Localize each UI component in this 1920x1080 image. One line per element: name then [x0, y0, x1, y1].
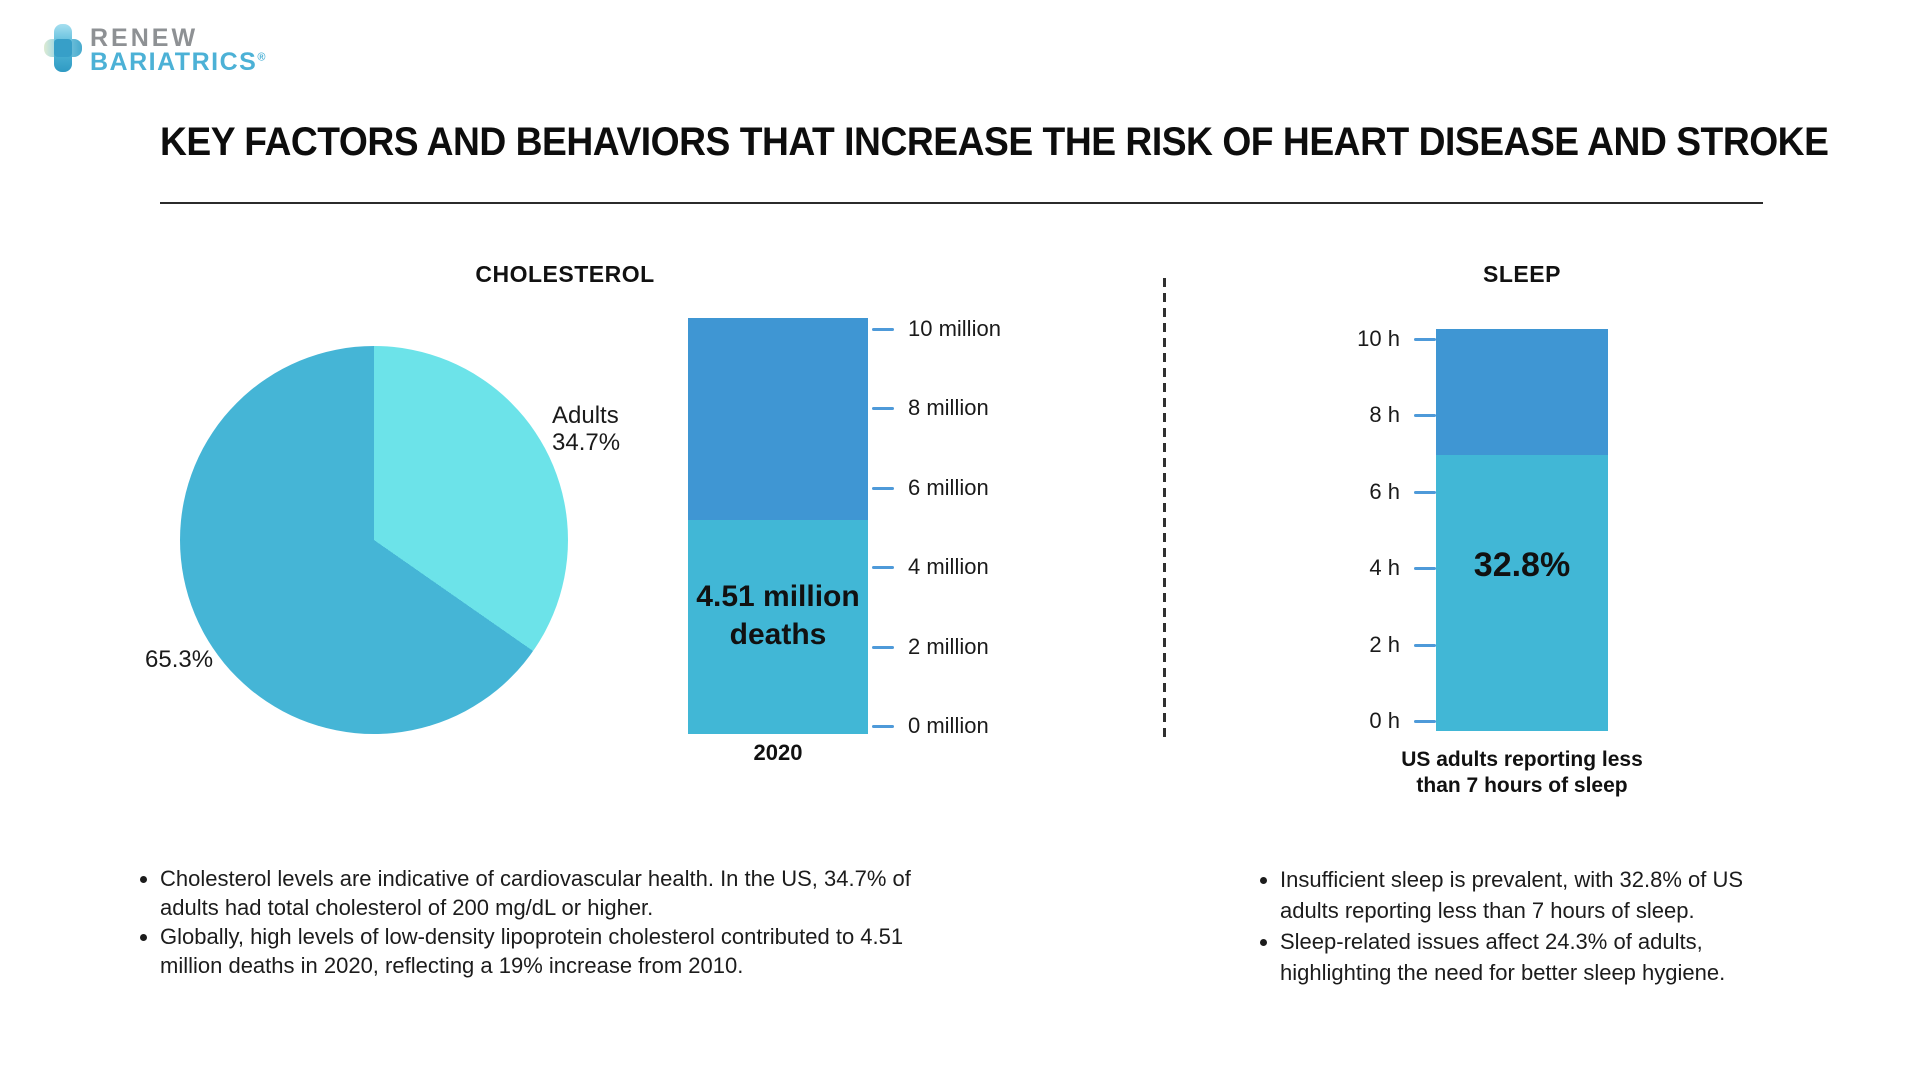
tick-label: 8 million [908, 395, 989, 420]
sleep-axis-tick: 8 h [1330, 401, 1436, 429]
bullet-item: Globally, high levels of low-density lip… [160, 922, 1040, 980]
tick-label: 8 h [1369, 402, 1400, 427]
cholesterol-axis-tick: 4 million [872, 553, 989, 581]
sleep-bar-under7h-segment [1436, 455, 1608, 731]
tick-label: 6 h [1369, 479, 1400, 504]
cholesterol-bullet-list: Cholesterol levels are indicative of car… [134, 864, 1040, 980]
tick-label: 2 million [908, 634, 989, 659]
tick-mark-icon [1414, 566, 1436, 570]
cholesterol-stacked-bar [688, 318, 868, 734]
registered-mark: ® [257, 51, 267, 64]
tick-mark-icon [1414, 490, 1436, 494]
sleep-axis-tick: 10 h [1330, 325, 1436, 353]
page-title: KEY FACTORS AND BEHAVIORS THAT INCREASE … [160, 120, 1829, 164]
sleep-bar-upper-segment [1436, 329, 1608, 455]
cholesterol-bar-annotation: 4.51 million deaths [696, 580, 860, 651]
tick-mark-icon [872, 327, 894, 331]
sleep-bullet-list: Insufficient sleep is prevalent, with 32… [1254, 864, 1860, 988]
sleep-bar-annotation: 32.8% [1473, 546, 1571, 584]
bullet-item: Insufficient sleep is prevalent, with 32… [1280, 864, 1860, 926]
tick-label: 0 h [1369, 708, 1400, 733]
tick-mark-icon [1414, 643, 1436, 647]
cholesterol-bar-upper-segment [688, 318, 868, 520]
sleep-stacked-bar [1436, 329, 1608, 731]
tick-mark-icon [872, 645, 894, 649]
pie-slice-label-majority: 65.3% [145, 646, 214, 673]
sleep-bar-caption: US adults reporting less than 7 hours of… [1401, 748, 1643, 797]
section-divider-dashed-line [1163, 278, 1166, 740]
logo-text-bariatrics-word: BARIATRICS [90, 48, 258, 76]
tick-label: 10 h [1357, 326, 1400, 351]
cholesterol-axis-tick: 2 million [872, 633, 989, 661]
tick-mark-icon [872, 406, 894, 410]
sleep-axis-tick: 0 h [1330, 707, 1436, 735]
sleep-axis-tick: 4 h [1330, 554, 1436, 582]
tick-mark-icon [1414, 337, 1436, 341]
tick-label: 6 million [908, 475, 989, 500]
cholesterol-bar-deaths-segment [688, 520, 868, 734]
tick-mark-icon [872, 724, 894, 728]
tick-label: 4 h [1369, 555, 1400, 580]
cholesterol-pie-chart [180, 346, 568, 734]
bullet-item: Cholesterol levels are indicative of car… [160, 864, 1040, 922]
tick-label: 2 h [1369, 632, 1400, 657]
cholesterol-section-heading: CHOLESTEROL [475, 261, 655, 287]
tick-mark-icon [1414, 719, 1436, 723]
tick-mark-icon [1414, 413, 1436, 417]
cholesterol-axis-tick: 10 million [872, 315, 1001, 343]
cholesterol-bar-x-label: 2020 [753, 740, 803, 765]
tick-label: 10 million [908, 316, 1001, 341]
sleep-axis-tick: 2 h [1330, 631, 1436, 659]
title-divider-line [160, 202, 1763, 204]
tick-label: 0 million [908, 713, 989, 738]
tick-label: 4 million [908, 554, 989, 579]
logo-text-renew: RENEW [90, 24, 199, 52]
sleep-section-heading: SLEEP [1483, 261, 1561, 287]
sleep-axis-tick: 6 h [1330, 478, 1436, 506]
cross-center [54, 39, 72, 57]
tick-mark-icon [872, 486, 894, 490]
bullet-item: Sleep-related issues affect 24.3% of adu… [1280, 926, 1860, 988]
pie-slice-label-adults: Adults 34.7% [552, 402, 621, 456]
cholesterol-axis-tick: 6 million [872, 474, 989, 502]
logo-text-bariatrics: BARIATRICS® [90, 48, 267, 77]
medical-cross-icon [44, 24, 82, 72]
tick-mark-icon [872, 565, 894, 569]
logo: RENEW BARIATRICS® [44, 22, 304, 78]
cholesterol-axis-tick: 0 million [872, 712, 989, 740]
cholesterol-axis-tick: 8 million [872, 394, 989, 422]
